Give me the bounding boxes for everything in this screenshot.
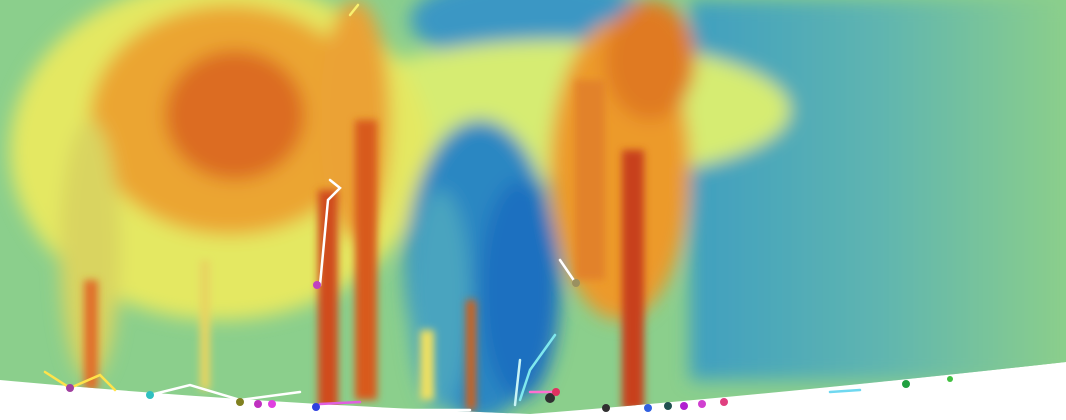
- track-points: [66, 279, 953, 412]
